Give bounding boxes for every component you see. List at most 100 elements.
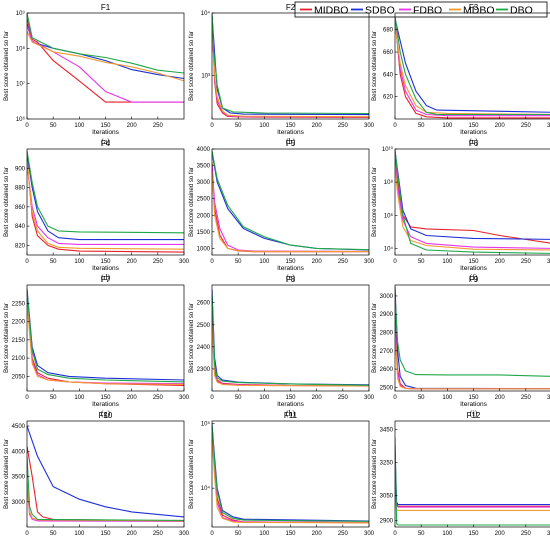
series-line-midbo — [395, 314, 550, 390]
series-line-fdbo — [212, 165, 369, 252]
series-line-midbo — [395, 18, 550, 119]
y-tick-label: 10³ — [201, 73, 210, 79]
series-line-midbo — [395, 470, 550, 507]
series-line-fdbo — [27, 25, 184, 103]
legend-item-midbo: MIDBO — [300, 5, 348, 17]
x-tick-label: 100 — [259, 395, 270, 401]
y-axis-label: Best score obtained so far — [4, 303, 10, 373]
series-line-sdbo — [212, 423, 369, 522]
x-axis-label: Iterations — [460, 401, 487, 408]
series-group — [395, 16, 550, 119]
legend: MIDBO SDBO FDBO MDBO DBO — [294, 1, 548, 18]
y-tick-label: 2500 — [197, 197, 211, 203]
y-tick-label: 2800 — [380, 331, 394, 337]
legend-label: DBO — [510, 5, 533, 17]
legend-item-mdbo: MDBO — [449, 5, 495, 17]
series-line-fdbo — [395, 160, 550, 249]
x-tick-label: 300 — [547, 395, 550, 401]
y-tick-label: 3450 — [380, 427, 394, 433]
legend-label: MDBO — [463, 5, 495, 17]
y-axis-label: Best score obtained so far — [4, 439, 10, 509]
y-tick-label: 10⁵ — [201, 421, 211, 428]
series-line-dbo — [27, 150, 184, 234]
y-tick-label: 2400 — [197, 345, 211, 351]
y-tick-label: 4500 — [12, 424, 26, 430]
x-tick-label: 0 — [210, 259, 214, 265]
y-axis-label: Best score obtained so far — [372, 31, 378, 101]
x-tick-label: 200 — [127, 395, 138, 401]
y-tick-label: 2050 — [12, 374, 26, 380]
x-tick-label: 100 — [74, 123, 85, 129]
plot-frame — [394, 420, 550, 528]
series-group — [212, 423, 369, 524]
x-tick-label: 150 — [285, 123, 296, 129]
x-tick-label: 200 — [127, 531, 138, 536]
x-tick-label: 150 — [468, 531, 479, 536]
legend-item-fdbo: FDBO — [399, 5, 442, 17]
series-group — [27, 13, 184, 103]
series-line-midbo — [212, 15, 369, 118]
x-tick-label: 300 — [179, 531, 190, 536]
series-line-dbo — [212, 150, 369, 251]
y-tick-label: 10⁴ — [201, 10, 211, 17]
y-tick-label: 680 — [383, 28, 394, 34]
x-tick-label: 50 — [418, 123, 425, 129]
y-tick-label: 10⁷ — [16, 81, 25, 88]
x-tick-label: 0 — [210, 123, 214, 129]
panel-caption: (b) — [286, 137, 296, 146]
y-axis-label: Best score obtained so far — [189, 31, 195, 101]
x-tick-label: 300 — [364, 123, 375, 129]
x-tick-label: 0 — [393, 395, 397, 401]
y-tick-label: 3000 — [197, 180, 211, 186]
x-tick-label: 250 — [521, 123, 532, 129]
x-tick-label: 50 — [418, 259, 425, 265]
series-line-dbo — [27, 456, 184, 521]
x-tick-label: 100 — [442, 531, 453, 536]
series-line-mdbo — [212, 437, 369, 524]
y-tick-label: 2600 — [197, 301, 211, 307]
panel-caption: (c) — [469, 137, 478, 146]
panel-f1: F1 0 50 100 150 200 250 10⁶ 10⁷ 10⁸ 10⁹ Iterations B… — [4, 3, 185, 146]
series-line-mdbo — [27, 303, 184, 385]
x-tick-label: 300 — [364, 259, 375, 265]
panel-title: F6 — [469, 139, 479, 148]
series-line-mdbo — [395, 332, 550, 390]
x-tick-label: 150 — [100, 531, 111, 536]
series-line-midbo — [27, 18, 184, 103]
x-axis-label: Iterations — [277, 129, 304, 136]
series-line-mdbo — [27, 31, 184, 82]
series-line-midbo — [27, 158, 184, 253]
y-tick-label: 2250 — [12, 301, 26, 307]
x-tick-label: 50 — [50, 395, 57, 401]
series-line-mdbo — [395, 24, 550, 116]
series-line-midbo — [212, 302, 369, 387]
panel-caption: (d) — [101, 273, 111, 282]
series-line-dbo — [395, 295, 550, 377]
x-axis-label: Iterations — [92, 265, 119, 272]
y-tick-label: 2150 — [12, 338, 26, 344]
y-tick-label: 1000 — [197, 246, 211, 252]
x-axis-label: Iterations — [277, 265, 304, 272]
x-tick-label: 200 — [495, 395, 506, 401]
series-group — [395, 149, 550, 254]
series-line-dbo — [27, 290, 184, 383]
x-tick-label: 200 — [312, 395, 323, 401]
series-line-mdbo — [212, 17, 369, 118]
x-tick-label: 50 — [418, 395, 425, 401]
x-tick-label: 0 — [210, 395, 214, 401]
x-tick-label: 100 — [442, 123, 453, 129]
x-tick-label: 100 — [259, 259, 270, 265]
panel-f11: F1105010015020025030010⁴10⁵IterationsBes… — [189, 411, 375, 536]
legend-item-sdbo: SDBO — [351, 5, 395, 17]
series-line-dbo — [395, 149, 550, 254]
x-tick-label: 100 — [442, 259, 453, 265]
x-tick-label: 300 — [547, 123, 550, 129]
series-line-midbo — [27, 446, 184, 522]
y-tick-label: 620 — [383, 95, 394, 101]
y-tick-label: 3500 — [197, 164, 211, 170]
y-tick-label: 4000 — [197, 147, 211, 153]
series-line-sdbo — [395, 150, 550, 240]
panel-title: F12 — [467, 411, 481, 420]
y-axis-label: Best score obtained so far — [189, 303, 195, 373]
x-tick-label: 300 — [364, 531, 375, 536]
